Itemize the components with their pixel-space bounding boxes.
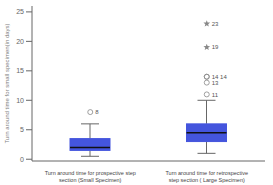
svg-text:10: 10 xyxy=(16,97,24,104)
svg-text:15: 15 xyxy=(16,67,24,74)
svg-text:11: 11 xyxy=(212,92,219,98)
svg-text:0: 0 xyxy=(20,156,24,163)
svg-text:Turn around time for retrospec: Turn around time for retrospectivestep s… xyxy=(165,170,248,183)
svg-text:5: 5 xyxy=(20,126,24,133)
svg-text:25: 25 xyxy=(16,8,24,15)
svg-text:13: 13 xyxy=(212,80,219,86)
svg-text:19: 19 xyxy=(212,44,219,50)
svg-text:20: 20 xyxy=(16,38,24,45)
svg-text:8: 8 xyxy=(95,109,99,115)
svg-text:Turn around time for prospecti: Turn around time for prospective stepsec… xyxy=(45,170,136,183)
svg-text:23: 23 xyxy=(212,21,219,27)
svg-text:14 14: 14 14 xyxy=(212,74,228,80)
svg-text:Turn around time for small spe: Turn around time for small specimen(in d… xyxy=(4,23,10,143)
